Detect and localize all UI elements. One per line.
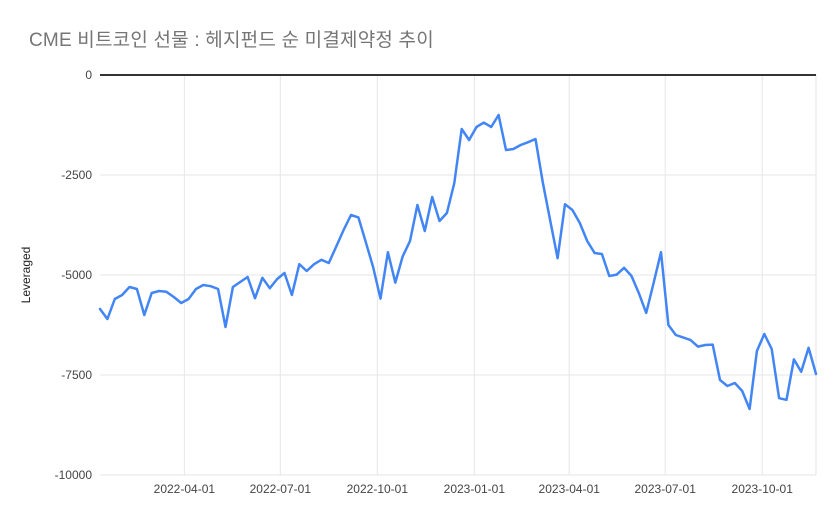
x-tick-label: 2023-01-01 — [444, 482, 506, 496]
x-tick-label: 2023-04-01 — [539, 482, 601, 496]
y-axis-title: Leveraged — [19, 247, 33, 304]
x-tick-label: 2023-10-01 — [732, 482, 794, 496]
x-tick-label: 2022-07-01 — [250, 482, 312, 496]
y-tick-label: -5000 — [61, 268, 92, 282]
y-tick-label: -2500 — [61, 168, 92, 182]
x-tick-label: 2022-04-01 — [154, 482, 216, 496]
x-tick-label: 2023-07-01 — [635, 482, 697, 496]
chart-title: CME 비트코인 선물 : 헤지펀드 순 미결제약정 추이 — [29, 30, 434, 51]
y-tick-label: -10000 — [55, 468, 93, 482]
leveraged-net-position-line — [98, 113, 818, 411]
x-tick-label: 2022-10-01 — [347, 482, 409, 496]
y-tick-label: -7500 — [61, 368, 92, 382]
y-tick-label: 0 — [85, 68, 92, 82]
